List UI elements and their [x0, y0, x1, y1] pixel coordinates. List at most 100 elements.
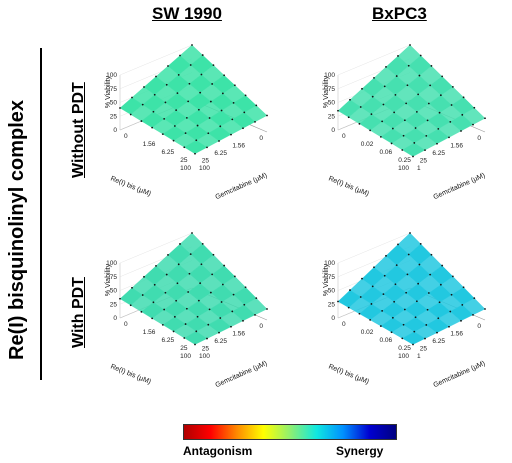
z-tick-label: 25: [328, 301, 336, 308]
x-axis-label: Re(I) bis (µM): [327, 175, 369, 198]
data-point: [129, 113, 132, 116]
data-point: [143, 86, 145, 88]
data-point: [221, 92, 224, 95]
data-point: [189, 253, 192, 255]
data-point: [195, 139, 198, 142]
data-point: [361, 87, 363, 90]
z-tick-label: 0: [331, 127, 335, 134]
data-point: [472, 123, 474, 126]
data-point: [197, 108, 200, 111]
data-point: [436, 331, 438, 334]
data-point: [349, 289, 351, 291]
data-point: [184, 323, 187, 325]
data-point: [153, 93, 156, 96]
data-point: [221, 283, 224, 286]
data-point: [402, 323, 405, 326]
data-point: [218, 140, 220, 142]
data-point: [383, 85, 386, 88]
data-point: [385, 254, 387, 257]
data-point: [164, 101, 167, 104]
column-title-bxpc3: BxPC3: [372, 4, 427, 23]
data-point: [195, 330, 198, 333]
data-point: [395, 264, 398, 267]
data-point: [188, 272, 191, 275]
data-point: [379, 325, 382, 327]
data-point: [409, 232, 411, 234]
y-axis-label: Gemcitabine (µM): [432, 360, 486, 388]
y-tick-label: 1.56: [143, 141, 156, 148]
z-tick-label: 50: [328, 100, 336, 107]
data-point: [397, 55, 399, 57]
data-point: [394, 283, 397, 286]
y-axis-label: Gemcitabine (µM): [432, 172, 486, 200]
data-point: [393, 111, 396, 114]
data-point: [484, 308, 486, 310]
side-divider: [40, 48, 42, 380]
side-title: Re(I) bisquinolinyl complex: [6, 99, 28, 360]
data-point: [369, 319, 372, 321]
z-axis-label: % Viability: [105, 75, 112, 108]
data-point: [461, 113, 464, 116]
z-tick-label: 75: [328, 274, 336, 281]
data-point: [161, 323, 164, 326]
z-tick-label: 50: [328, 288, 336, 295]
data-point: [382, 293, 385, 295]
surface-plot-sw1990-with-pdt: 0 25 50 75 100 0 1.56 6.25 25 100 0 1.56 6.25 25 100% …: [92, 218, 292, 388]
data-point: [373, 266, 375, 269]
data-point: [450, 293, 453, 296]
y-tick-label: 0.25: [398, 345, 411, 352]
data-point: [337, 300, 339, 303]
x-tick-label: 25: [202, 346, 210, 353]
data-point: [254, 120, 256, 123]
y-tick-label: 0.02: [361, 329, 374, 336]
z-tick-label: 100: [106, 260, 117, 267]
data-point: [413, 142, 416, 144]
x-tick-label: 100: [398, 165, 409, 172]
data-point: [419, 54, 422, 57]
data-point: [232, 102, 235, 104]
data-point: [206, 337, 208, 340]
data-point: [129, 304, 132, 307]
data-point: [201, 242, 204, 245]
data-point: [412, 155, 414, 158]
data-point: [244, 94, 247, 97]
data-point: [427, 102, 430, 105]
data-point: [167, 65, 169, 67]
data-point: [165, 83, 168, 86]
data-point: [406, 273, 409, 276]
data-point: [209, 291, 212, 294]
surface-mesh: [119, 232, 268, 345]
data-point: [176, 92, 179, 95]
z-tick-label: 50: [110, 288, 118, 295]
data-point: [218, 331, 220, 334]
data-point: [155, 75, 157, 78]
data-point: [373, 76, 375, 79]
z-axis-label: % Viability: [105, 263, 112, 296]
data-point: [407, 64, 410, 67]
z-axis-label: % Viability: [323, 263, 330, 296]
data-point: [427, 292, 430, 294]
data-point: [189, 64, 192, 66]
data-point: [233, 275, 236, 278]
data-point: [462, 286, 465, 289]
data-point: [461, 303, 464, 306]
data-point: [194, 152, 196, 155]
data-point: [397, 243, 399, 246]
data-point: [430, 65, 433, 67]
data-point: [417, 93, 420, 96]
data-point: [369, 129, 372, 132]
data-point: [184, 132, 187, 135]
y-tick-label: 1.56: [143, 329, 156, 336]
data-point: [460, 319, 462, 322]
data-point: [176, 282, 179, 285]
x-tick-label: 100: [180, 353, 191, 360]
data-point: [359, 296, 362, 298]
data-point: [361, 277, 363, 280]
data-point: [450, 104, 453, 106]
data-point: [449, 310, 452, 313]
data-point: [173, 125, 176, 127]
data-point: [441, 75, 444, 78]
data-point: [200, 263, 203, 266]
data-point: [231, 118, 234, 121]
y-tick-label: 100: [199, 353, 210, 360]
